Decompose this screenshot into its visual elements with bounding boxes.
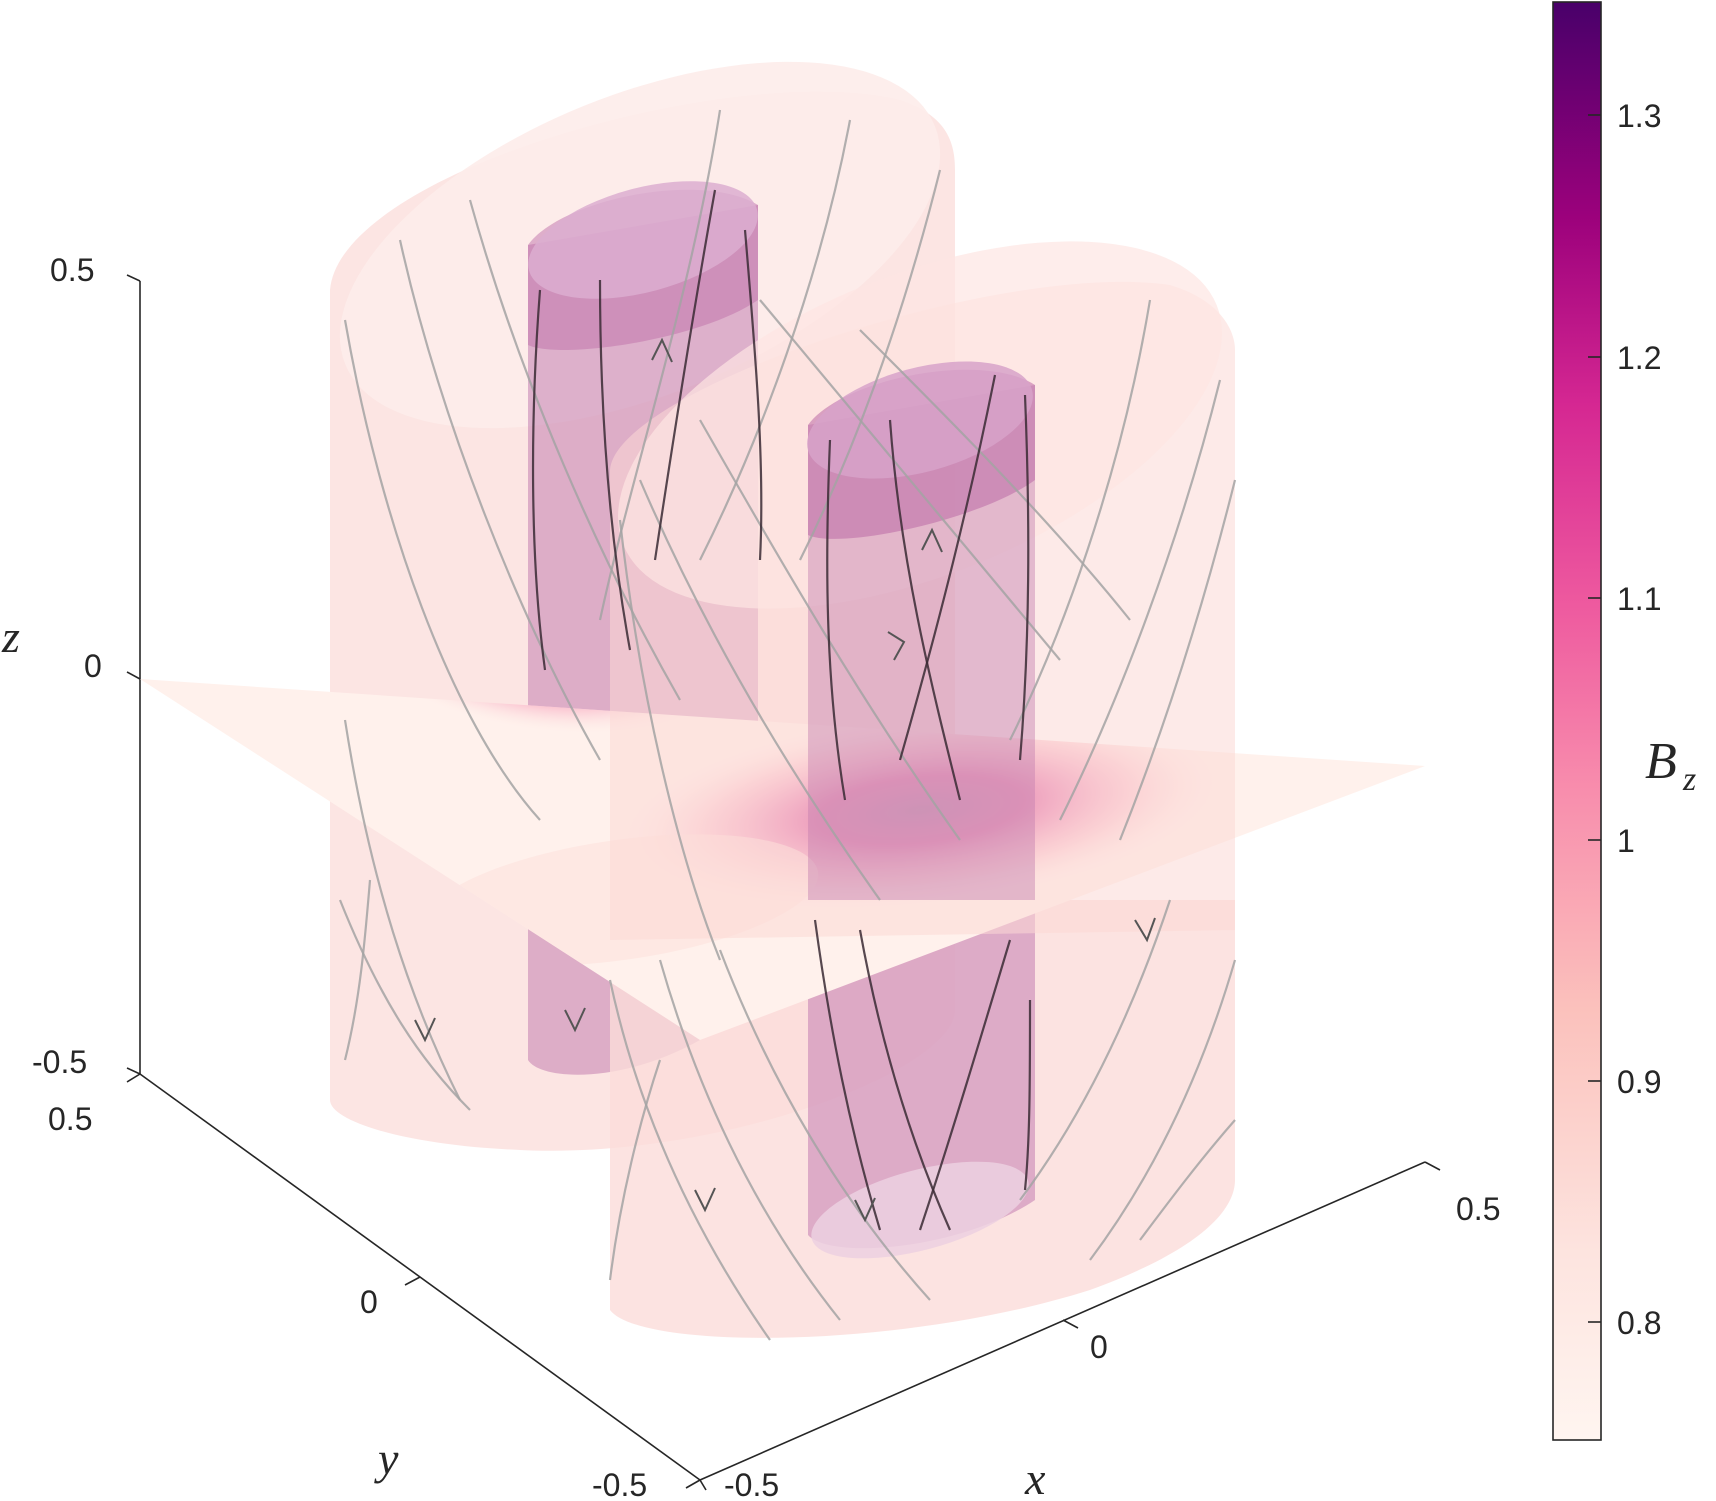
inner-field-lines: [531, 189, 1032, 1231]
z-tick-label: 0: [84, 648, 102, 684]
colorbar-tick-label: 1.3: [1617, 98, 1661, 134]
z-tick-label: 0.5: [50, 252, 94, 288]
y-tick-label: 0.5: [48, 1101, 92, 1137]
fieldline-arrows: [414, 337, 1156, 1223]
inner-flux-tube-front: [807, 361, 1035, 900]
colorbar-tick-label: 0.8: [1617, 1305, 1661, 1341]
y-axis-label: y: [374, 1433, 399, 1484]
y-tick-label: 0: [360, 1284, 378, 1320]
y-axis: [126, 1073, 701, 1489]
x-tick-label: 0.5: [1456, 1191, 1500, 1227]
colorbar-label: B: [1645, 733, 1677, 790]
x-tick-label: 0: [1090, 1329, 1108, 1365]
y-tick-label: -0.5: [592, 1467, 647, 1501]
z-tick-label: -0.5: [32, 1044, 87, 1080]
colorbar-ticks: [1588, 114, 1601, 1323]
x-axis: [699, 1161, 1441, 1491]
colorbar-tick-label: 1.2: [1617, 340, 1661, 376]
colorbar-tick-label: 0.9: [1617, 1064, 1661, 1100]
z-axis-label: z: [1, 611, 20, 662]
colorbar: [1552, 1, 1602, 1441]
x-tick-label: -0.5: [724, 1467, 779, 1501]
inner-flux-tube-front-lower: [808, 900, 1035, 1259]
colorbar-tick-label: 1: [1617, 823, 1635, 859]
z-axis: [126, 274, 141, 1075]
outer-field-lines: [338, 109, 1237, 1341]
colorbar-tick-label: 1.1: [1617, 581, 1661, 617]
colorbar-label-subscript: z: [1682, 761, 1696, 798]
x-axis-label: x: [1024, 1453, 1046, 1501]
